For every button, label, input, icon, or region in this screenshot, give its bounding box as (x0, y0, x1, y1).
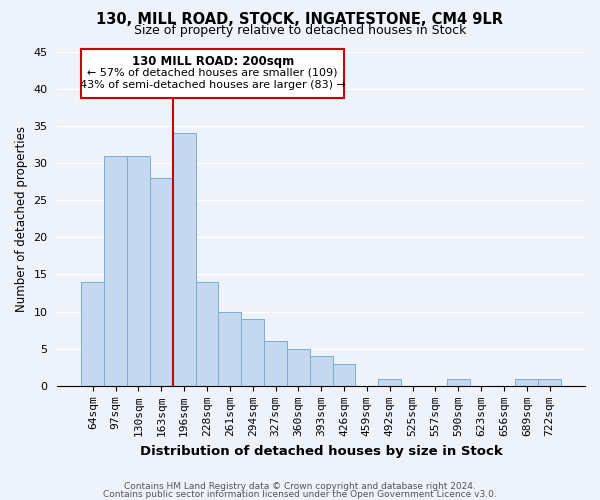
Text: 130, MILL ROAD, STOCK, INGATESTONE, CM4 9LR: 130, MILL ROAD, STOCK, INGATESTONE, CM4 … (97, 12, 503, 28)
Bar (379, 378, 401, 386)
Bar (173, 134, 196, 386)
Bar (241, 319, 264, 386)
Bar (515, 378, 538, 386)
Bar (104, 156, 127, 386)
Bar (287, 349, 310, 386)
Bar (127, 156, 150, 386)
Bar (447, 378, 470, 386)
Text: 43% of semi-detached houses are larger (83) →: 43% of semi-detached houses are larger (… (80, 80, 346, 90)
Text: ← 57% of detached houses are smaller (109): ← 57% of detached houses are smaller (10… (88, 68, 338, 78)
Bar (538, 378, 561, 386)
Bar (218, 312, 241, 386)
Bar (332, 364, 355, 386)
FancyBboxPatch shape (82, 50, 344, 98)
Bar (82, 282, 104, 386)
Bar (150, 178, 173, 386)
Y-axis label: Number of detached properties: Number of detached properties (15, 126, 28, 312)
Text: Contains HM Land Registry data © Crown copyright and database right 2024.: Contains HM Land Registry data © Crown c… (124, 482, 476, 491)
Bar (310, 356, 332, 386)
Bar (196, 282, 218, 386)
Text: Size of property relative to detached houses in Stock: Size of property relative to detached ho… (134, 24, 466, 37)
X-axis label: Distribution of detached houses by size in Stock: Distribution of detached houses by size … (140, 444, 503, 458)
Text: Contains public sector information licensed under the Open Government Licence v3: Contains public sector information licen… (103, 490, 497, 499)
Text: 130 MILL ROAD: 200sqm: 130 MILL ROAD: 200sqm (131, 55, 294, 68)
Bar (264, 342, 287, 386)
